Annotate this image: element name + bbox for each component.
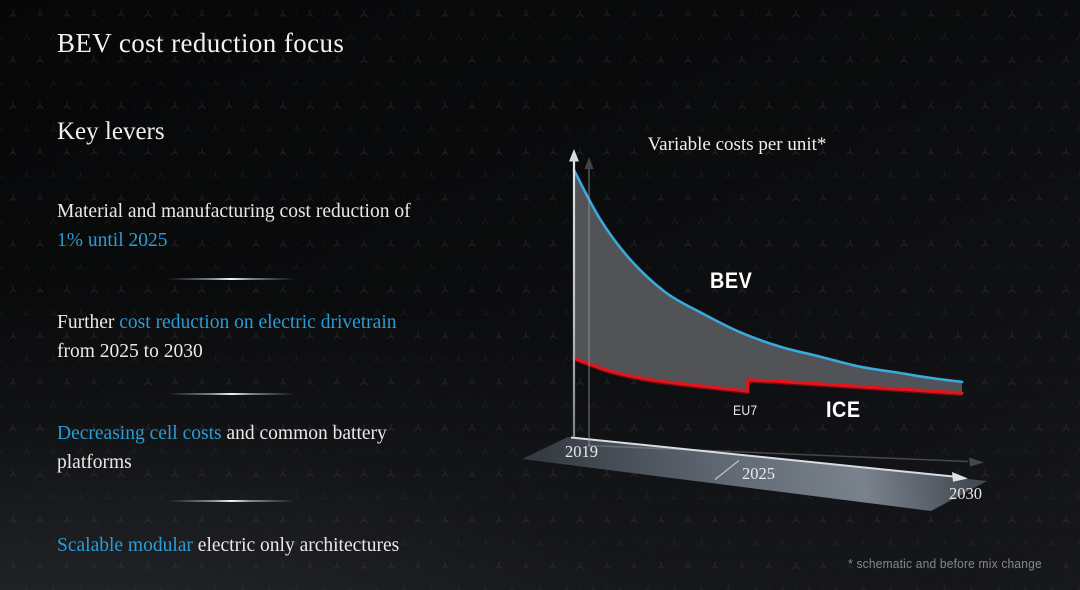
y-axis-arrow [569, 149, 579, 437]
annotation-label-eu7: EU7 [733, 403, 758, 418]
key-lever-text-segment: electric only architectures [192, 535, 400, 556]
key-lever-text-segment: Further [57, 312, 120, 333]
key-lever-text-segment: from 2025 to 2030 [57, 340, 203, 362]
x-tick-label-2030: 2030 [949, 484, 982, 503]
divider-line [168, 393, 295, 395]
key-lever-item-drivetrain-cost: Further cost reduction on electric drive… [57, 309, 517, 366]
key-lever-item-material-cost: Material and manufacturing cost reductio… [57, 198, 517, 255]
x-tick-label-2025: 2025 [742, 464, 775, 483]
key-lever-text-segment: cost reduction on electric drivetrain [119, 312, 397, 333]
footnote: * schematic and before mix change [848, 557, 1042, 571]
ice-curve-shadow [573, 358, 963, 397]
area-between-bev-and-ice [574, 170, 962, 394]
key-lever-text-segment: Scalable modular [57, 535, 193, 556]
key-lever-text-segment: and common battery [221, 423, 387, 444]
ice-curve [572, 356, 964, 395]
section-heading-key-levers: Key levers [57, 118, 165, 145]
chart-title: Variable costs per unit* [647, 134, 827, 155]
key-lever-item-architectures: Scalable modular electric only architect… [57, 532, 517, 561]
series-label-ice: ICE [826, 397, 861, 422]
key-lever-item-cell-costs: Decreasing cell costs and common battery… [57, 420, 517, 477]
chart-series [572, 168, 964, 397]
y-axis-shadow [584, 157, 594, 447]
x-axis-shadow-arrow [587, 444, 984, 467]
bev-curve [572, 168, 964, 384]
key-lever-text-segment: platforms [57, 451, 132, 473]
series-label-bev: BEV [710, 268, 753, 293]
page-title: BEV cost reduction focus [57, 28, 345, 58]
key-lever-text-segment: 1% until 2025 [57, 229, 168, 251]
key-lever-text-segment: Material and manufacturing cost reductio… [57, 201, 411, 222]
key-lever-text-segment: Decreasing cell costs [57, 423, 222, 444]
divider-line [168, 278, 295, 280]
divider-line [168, 500, 295, 502]
x-axis-tick-2025 [714, 459, 740, 481]
x-tick-label-2019: 2019 [565, 442, 598, 461]
